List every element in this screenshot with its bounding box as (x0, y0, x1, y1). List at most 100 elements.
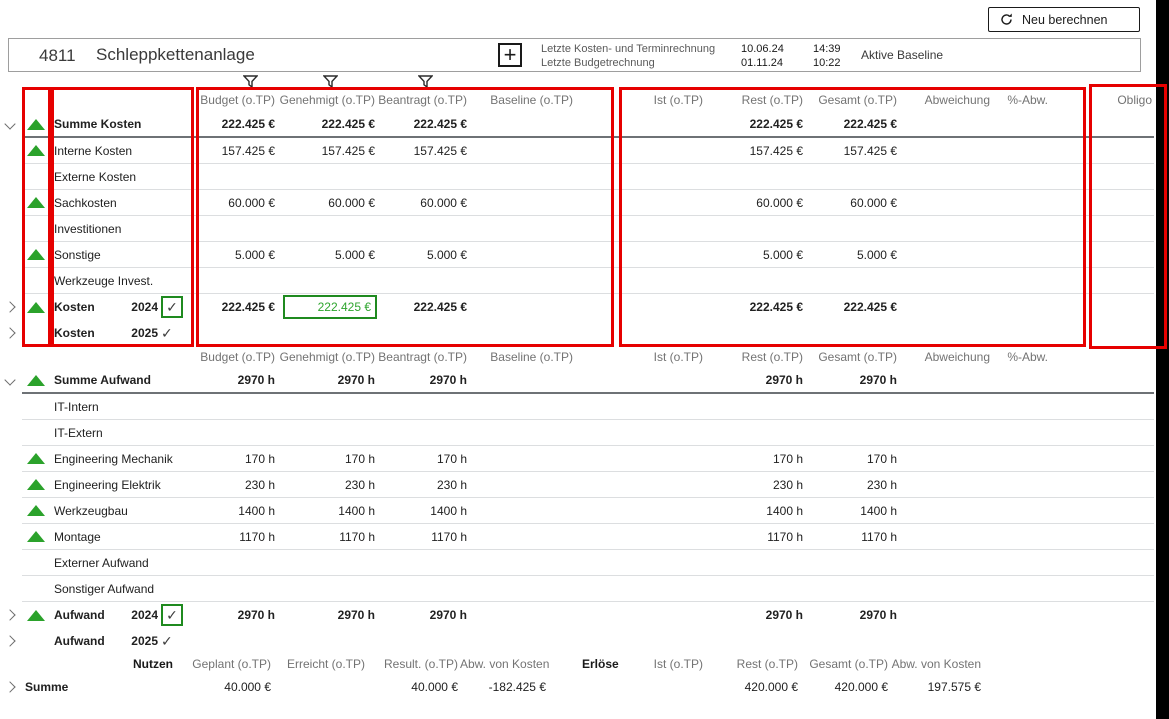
column-header-budget[interactable]: Budget (o.TP) (200, 350, 275, 364)
chevron-down-icon[interactable] (4, 374, 16, 386)
column-header-abweichung[interactable]: Abweichung (924, 93, 990, 107)
column-header-benefit-0[interactable]: Geplant (o.TP) (192, 657, 271, 671)
filter-icon[interactable] (243, 75, 258, 88)
column-header-genehmigt[interactable]: Genehmigt (o.TP) (279, 93, 375, 107)
cell-gesamt[interactable]: 1170 h (861, 529, 897, 544)
year-checkbox[interactable]: ✓ (161, 634, 173, 649)
column-header-benefit-1[interactable]: Erreicht (o.TP) (286, 657, 365, 671)
cell-budget[interactable]: 157.425 € (221, 143, 275, 158)
cell-gesamt[interactable]: 5.000 € (856, 247, 897, 262)
column-header-baseline[interactable]: Baseline (o.TP) (490, 93, 573, 107)
cell-gesamt[interactable]: 420.000 € (834, 680, 888, 694)
cell-rest[interactable]: 222.425 € (749, 300, 803, 314)
cell-rest[interactable]: 170 h (772, 451, 803, 466)
column-header-ist[interactable]: Ist (o.TP) (653, 350, 703, 364)
cell-budget[interactable]: 2970 h (237, 373, 275, 387)
cell-rest[interactable]: 1170 h (767, 529, 803, 544)
column-header-revenue-3[interactable]: Abw. von Kosten (891, 657, 981, 671)
cell-genehmigt[interactable]: 222.425 € (283, 295, 377, 319)
cell-beantragt[interactable]: 170 h (436, 451, 467, 466)
column-header-revenue-1[interactable]: Rest (o.TP) (736, 657, 798, 671)
cell-rest[interactable]: 222.425 € (749, 117, 803, 131)
cell-rest[interactable]: 2970 h (765, 608, 803, 622)
cell-geplant[interactable]: 40.000 € (224, 680, 271, 694)
cell-budget[interactable]: 60.000 € (228, 195, 275, 210)
cell-gesamt[interactable]: 2970 h (859, 608, 897, 622)
cell-beantragt[interactable]: 222.425 € (413, 300, 467, 314)
filter-icon[interactable] (418, 75, 433, 88)
chevron-right-icon[interactable] (4, 681, 16, 693)
cell-abw_kosten[interactable]: -182.425 € (488, 680, 546, 694)
cell-abw_kosten2[interactable]: 197.575 € (927, 680, 981, 694)
chevron-down-icon[interactable] (4, 118, 16, 130)
cell-gesamt[interactable]: 170 h (866, 451, 897, 466)
cell-gesamt[interactable]: 230 h (866, 477, 897, 492)
column-header-baseline[interactable]: Baseline (o.TP) (490, 350, 573, 364)
year-checkbox[interactable]: ✓ (161, 326, 173, 341)
cell-gesamt[interactable]: 2970 h (859, 373, 897, 387)
cell-budget[interactable]: 1400 h (238, 503, 275, 518)
cell-beantragt[interactable]: 60.000 € (420, 195, 467, 210)
cell-genehmigt[interactable]: 222.425 € (321, 117, 375, 131)
cell-rest[interactable]: 60.000 € (756, 195, 803, 210)
column-header-beantragt[interactable]: Beantragt (o.TP) (378, 93, 467, 107)
cell-genehmigt[interactable]: 170 h (344, 451, 375, 466)
cell-genehmigt[interactable]: 230 h (344, 477, 375, 492)
cell-beantragt[interactable]: 2970 h (429, 608, 467, 622)
cell-budget[interactable]: 2970 h (237, 608, 275, 622)
cell-budget[interactable]: 222.425 € (221, 300, 275, 314)
cell-gesamt[interactable]: 222.425 € (843, 300, 897, 314)
recalculate-button[interactable]: Neu berechnen (988, 7, 1140, 32)
cell-genehmigt[interactable]: 60.000 € (328, 195, 375, 210)
cell-beantragt[interactable]: 230 h (436, 477, 467, 492)
cell-gesamt[interactable]: 157.425 € (843, 143, 897, 158)
column-header-gesamt[interactable]: Gesamt (o.TP) (818, 350, 897, 364)
cell-genehmigt[interactable]: 5.000 € (334, 247, 375, 262)
cell-genehmigt[interactable]: 1400 h (338, 503, 375, 518)
chevron-right-icon[interactable] (4, 635, 16, 647)
filter-icon[interactable] (323, 75, 338, 88)
chevron-right-icon[interactable] (4, 327, 16, 339)
column-header-rest[interactable]: Rest (o.TP) (741, 350, 803, 364)
column-header-nutzen[interactable]: Nutzen (133, 657, 173, 671)
cell-budget[interactable]: 170 h (244, 451, 275, 466)
chevron-right-icon[interactable] (4, 609, 16, 621)
cell-genehmigt[interactable]: 1170 h (339, 529, 375, 544)
cell-rest[interactable]: 230 h (772, 477, 803, 492)
expand-plus-icon[interactable]: + (498, 43, 522, 67)
column-header-budget[interactable]: Budget (o.TP) (200, 93, 275, 107)
column-header-abweichung[interactable]: Abweichung (924, 350, 990, 364)
cell-gesamt[interactable]: 60.000 € (850, 195, 897, 210)
year-checkbox[interactable]: ✓ (161, 604, 183, 626)
cell-rest[interactable]: 5.000 € (762, 247, 803, 262)
cell-rest[interactable]: 2970 h (765, 373, 803, 387)
cell-budget[interactable]: 230 h (244, 477, 275, 492)
column-header-revenue-2[interactable]: Gesamt (o.TP) (809, 657, 888, 671)
cell-genehmigt[interactable]: 2970 h (337, 608, 375, 622)
cell-budget[interactable]: 1170 h (239, 529, 275, 544)
column-header-erloese[interactable]: Erlöse (582, 657, 619, 671)
column-header-revenue-0[interactable]: Ist (o.TP) (653, 657, 703, 671)
column-header-gesamt[interactable]: Gesamt (o.TP) (818, 93, 897, 107)
chevron-right-icon[interactable] (4, 301, 16, 313)
column-header-rest[interactable]: Rest (o.TP) (741, 93, 803, 107)
cell-beantragt[interactable]: 5.000 € (426, 247, 467, 262)
column-header-pabw[interactable]: %-Abw. (1007, 93, 1048, 107)
cell-budget[interactable]: 222.425 € (221, 117, 275, 131)
cell-result[interactable]: 40.000 € (411, 680, 458, 694)
year-checkbox[interactable]: ✓ (161, 296, 183, 318)
cell-beantragt[interactable]: 1400 h (430, 503, 467, 518)
cell-rest[interactable]: 1400 h (766, 503, 803, 518)
cell-beantragt[interactable]: 222.425 € (413, 117, 467, 131)
column-header-genehmigt[interactable]: Genehmigt (o.TP) (279, 350, 375, 364)
cell-gesamt[interactable]: 222.425 € (843, 117, 897, 131)
cell-genehmigt[interactable]: 2970 h (337, 373, 375, 387)
cell-beantragt[interactable]: 2970 h (429, 373, 467, 387)
cell-rest[interactable]: 420.000 € (744, 680, 798, 694)
cell-gesamt[interactable]: 1400 h (860, 503, 897, 518)
cell-rest[interactable]: 157.425 € (749, 143, 803, 158)
column-header-ist[interactable]: Ist (o.TP) (653, 93, 703, 107)
column-header-benefit-2[interactable]: Result. (o.TP) (383, 657, 458, 671)
cell-beantragt[interactable]: 1170 h (431, 529, 467, 544)
column-header-benefit-3[interactable]: Abw. von Kosten (460, 657, 550, 671)
